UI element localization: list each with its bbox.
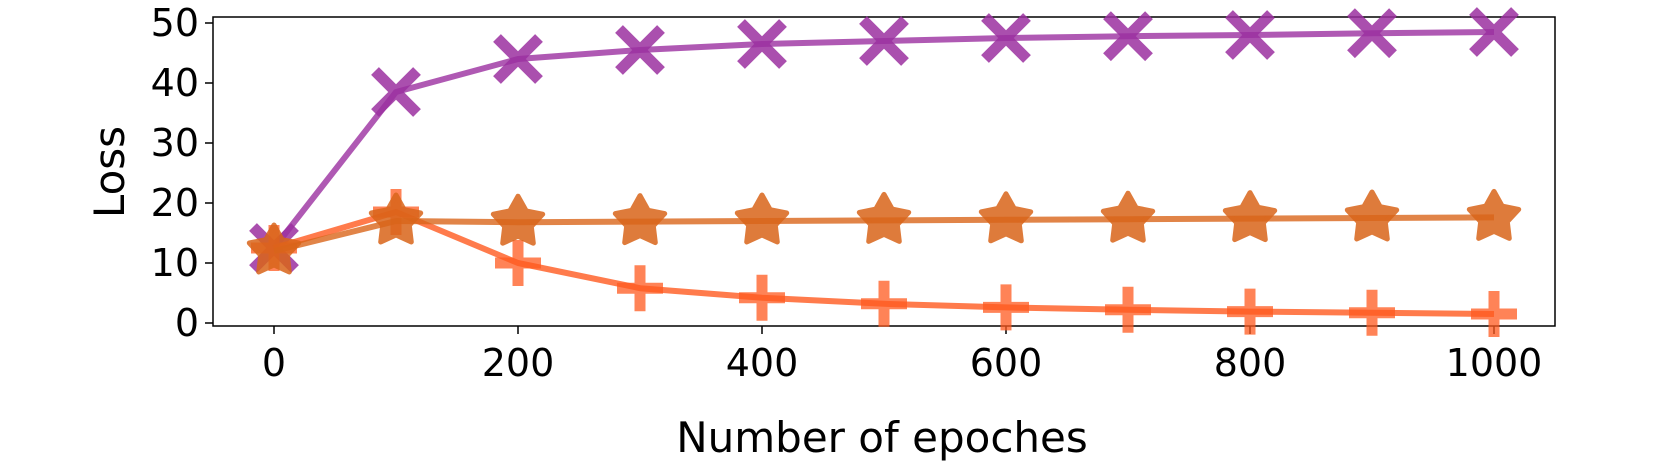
y-tick-label: 10 bbox=[151, 241, 199, 285]
y-tick-label: 40 bbox=[151, 61, 199, 105]
x-tick-label: 0 bbox=[262, 341, 286, 385]
marker-x bbox=[1469, 7, 1519, 57]
y-tick-label: 20 bbox=[151, 181, 199, 225]
x-tick-label: 800 bbox=[1214, 341, 1287, 385]
marker-star bbox=[490, 193, 546, 246]
marker-plus bbox=[1105, 286, 1151, 333]
y-tick-label: 0 bbox=[175, 301, 199, 345]
x-tick-label: 400 bbox=[726, 341, 799, 385]
marker-plus bbox=[1471, 291, 1517, 337]
plot-area bbox=[246, 7, 1522, 337]
marker-plus bbox=[739, 274, 785, 321]
marker-star bbox=[978, 191, 1034, 244]
plot-frame bbox=[212, 16, 1556, 327]
marker-x bbox=[1103, 11, 1153, 62]
x-tick-label: 200 bbox=[482, 341, 555, 385]
marker-plus bbox=[495, 240, 541, 286]
marker-star bbox=[1344, 189, 1400, 242]
marker-star bbox=[1222, 190, 1278, 243]
x-axis-label: Number of epoches bbox=[676, 413, 1088, 462]
marker-star bbox=[368, 192, 424, 245]
y-tick-label: 50 bbox=[151, 1, 199, 45]
marker-plus bbox=[1349, 289, 1395, 336]
marker-plus bbox=[861, 280, 907, 327]
marker-x bbox=[859, 16, 909, 66]
x-tick-label: 600 bbox=[970, 341, 1043, 385]
marker-x bbox=[615, 25, 665, 75]
marker-plus bbox=[983, 284, 1029, 331]
marker-plus bbox=[1227, 288, 1273, 335]
marker-x bbox=[1225, 10, 1275, 60]
marker-star bbox=[246, 222, 302, 275]
marker-star bbox=[734, 192, 790, 245]
axes: 0 200 400 600 800 1000 0 10 20 30 40 50 bbox=[151, 1, 1556, 385]
marker-star bbox=[612, 193, 668, 246]
marker-star bbox=[856, 191, 912, 244]
series-star bbox=[246, 188, 1522, 275]
marker-x bbox=[371, 67, 421, 117]
x-tick-label: 1000 bbox=[1446, 341, 1543, 385]
y-axis-label: Loss bbox=[85, 126, 134, 218]
marker-x bbox=[493, 34, 543, 84]
marker-star bbox=[1100, 190, 1156, 243]
y-tick-label: 30 bbox=[151, 121, 199, 165]
marker-x bbox=[737, 19, 787, 69]
marker-star bbox=[1466, 188, 1522, 241]
marker-x bbox=[1347, 8, 1397, 59]
marker-x bbox=[981, 13, 1031, 63]
marker-plus bbox=[617, 265, 663, 312]
